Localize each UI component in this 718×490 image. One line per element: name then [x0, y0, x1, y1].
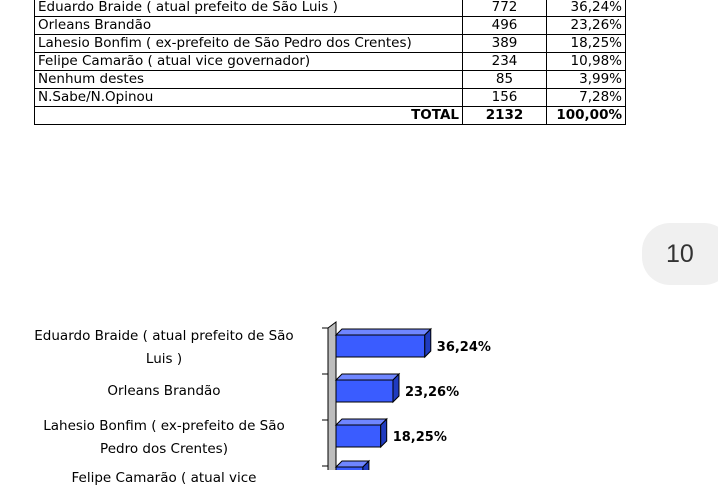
bar-value-label: 23,26% [405, 385, 459, 400]
total-row: TOTAL 2132 100,00% [34, 106, 626, 125]
total-votes: 2132 [462, 106, 547, 125]
percent-cell: 10,98% [546, 52, 626, 71]
bar-chart: 36,24% 23,26% 18,25% [322, 321, 491, 470]
table-row: Felipe Camarão ( atual vice governador) 2… [34, 52, 626, 71]
bar [335, 379, 394, 403]
bar-top [334, 373, 401, 381]
results-table: Eduardo Braide ( atual prefeito de São L… [34, 0, 626, 125]
candidate-cell: Nenhum destes [34, 70, 463, 89]
bar [335, 424, 382, 448]
bar [335, 334, 426, 358]
candidate-cell: Felipe Camarão ( atual vice governador) [34, 52, 463, 71]
category-label-line: Orleans Brandão [107, 382, 221, 399]
category-label-line: Pedro dos Crentes) [100, 441, 228, 457]
bar-top [334, 328, 432, 336]
percent-cell: 18,25% [546, 34, 626, 53]
candidate-cell: N.Sabe/N.Opinou [34, 88, 463, 107]
bar-value-label: 18,25% [393, 430, 447, 445]
bar-value-label: 36,24% [437, 340, 491, 355]
category-label-line: Luis ) [145, 351, 183, 367]
bar-side [362, 459, 370, 470]
candidate-cell: Lahesio Bonfim ( ex-prefeito de São Pedr… [34, 34, 463, 53]
percent-cell: 3,99% [546, 70, 626, 89]
table-row: Lahesio Bonfim ( ex-prefeito de São Pedr… [34, 34, 626, 53]
category-label-line: Eduardo Braide ( atual prefeito de São [34, 328, 294, 344]
percent-cell: 36,24% [546, 0, 626, 17]
candidate-cell: Eduardo Braide ( atual prefeito de São L… [34, 0, 463, 17]
table-row: Nenhum destes 85 3,99% [34, 70, 626, 89]
bar-side [380, 417, 388, 449]
axis-wall [327, 321, 337, 470]
bar-side [424, 327, 432, 359]
category-label-line: Lahesio Bonfim ( ex-prefeito de São [43, 418, 285, 434]
total-percent: 100,00% [546, 106, 626, 125]
category-label: Eduardo Braide ( atual prefeito de São Lu… [4, 325, 324, 371]
page-number: 10 [666, 239, 694, 268]
table-row: Eduardo Braide ( atual prefeito de São L… [34, 0, 626, 17]
bar-side [392, 372, 400, 404]
category-label: Orleans Brandão [4, 380, 324, 403]
category-label: Lahesio Bonfim ( ex-prefeito de São Pedro… [4, 415, 324, 461]
bar-top [334, 418, 388, 426]
page-number-badge: 10 [642, 223, 718, 285]
